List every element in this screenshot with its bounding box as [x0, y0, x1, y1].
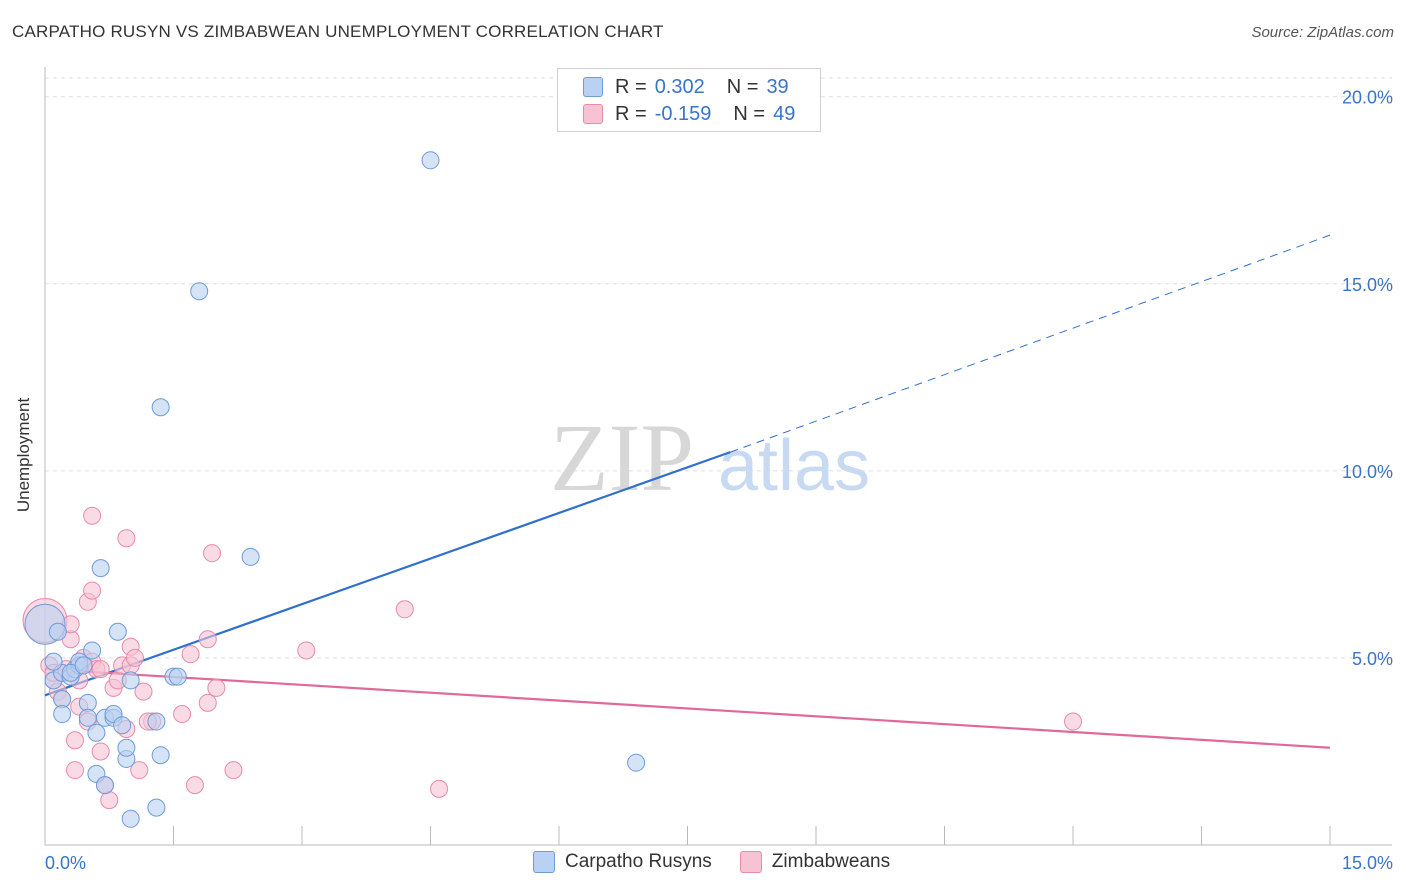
data-point-zimbabwe [181, 645, 200, 664]
data-point-zimbabwe [185, 776, 204, 795]
data-point-carpatho [241, 547, 260, 566]
legend-item-zimbabwe[interactable]: Zimbabweans [739, 851, 891, 873]
data-point-carpatho [147, 798, 166, 817]
watermark-zip: ZIP [550, 404, 694, 511]
n-label: N = [733, 102, 766, 125]
grid-lines [45, 77, 1392, 659]
data-point-zimbabwe [224, 761, 243, 780]
y-tick-label: 20.0% [1342, 88, 1393, 108]
data-point-carpatho [53, 705, 72, 724]
data-point-zimbabwe [173, 705, 192, 724]
data-point-carpatho [44, 652, 63, 671]
data-point-carpatho [87, 723, 106, 742]
data-point-zimbabwe [91, 742, 110, 761]
data-point-zimbabwe [198, 630, 217, 649]
tick-labels: 5.0% 10.0% 15.0% 20.0% 0.0% 15.0% [45, 88, 1393, 873]
legend-label: Carpatho Rusyns [565, 851, 712, 872]
pink-swatch [739, 851, 762, 873]
r-value: -0.159 [654, 102, 712, 125]
data-point-carpatho [78, 693, 97, 712]
data-point-zimbabwe [65, 731, 84, 750]
data-point-carpatho [83, 641, 102, 660]
x-tick-label: 0.0% [45, 853, 86, 873]
data-point-zimbabwe [1064, 712, 1082, 731]
data-point-carpatho [151, 746, 170, 765]
data-point-carpatho [48, 622, 67, 641]
x-tick-label: 15.0% [1342, 853, 1393, 873]
data-point-zimbabwe [430, 779, 449, 798]
legend-item-carpatho[interactable]: Carpatho Rusyns [533, 851, 712, 873]
data-point-zimbabwe [395, 600, 414, 619]
n-label: N = [726, 75, 759, 98]
axes [44, 67, 1392, 846]
n-value: 39 [766, 75, 789, 98]
data-point-zimbabwe [134, 682, 153, 701]
data-points [22, 151, 1082, 828]
data-point-zimbabwe [65, 761, 84, 780]
pink-swatch [583, 104, 603, 124]
chart-title: CARPATHO RUSYN VS ZIMBABWEAN UNEMPLOYMEN… [12, 22, 664, 41]
watermark: ZIP atlas [550, 404, 870, 511]
data-point-carpatho [627, 753, 646, 772]
r-value: 0.302 [654, 75, 705, 98]
r-label: R = [615, 102, 647, 125]
data-point-zimbabwe [297, 641, 316, 660]
trend-lines [44, 234, 1331, 749]
watermark-atlas: atlas [718, 426, 870, 506]
y-tick-label: 5.0% [1352, 649, 1393, 669]
data-point-zimbabwe [91, 660, 110, 679]
trend-line-zimbabwe [44, 668, 1331, 749]
data-point-carpatho [95, 776, 114, 795]
data-point-carpatho [117, 738, 136, 757]
data-point-zimbabwe [83, 581, 102, 600]
data-point-carpatho [91, 559, 110, 578]
data-point-carpatho [113, 716, 132, 735]
data-point-zimbabwe [207, 678, 226, 697]
data-point-carpatho [108, 622, 127, 641]
series-legend: Carpatho Rusyns Zimbabweans [533, 851, 918, 873]
data-point-carpatho [147, 712, 166, 731]
source-label: Source: ZipAtlas.com [1251, 24, 1394, 41]
legend-label: Zimbabweans [771, 851, 891, 872]
r-label: R = [615, 75, 647, 98]
data-point-zimbabwe [203, 544, 222, 563]
legend-row-zimbabwe: R = -0.159 N = 49 [583, 101, 795, 127]
trend-line-carpatho-dashed [730, 234, 1331, 453]
data-point-carpatho [78, 708, 97, 727]
data-point-carpatho [151, 398, 170, 417]
data-point-carpatho [168, 667, 187, 686]
legend-row-carpatho: R = 0.302 N = 39 [583, 74, 789, 100]
blue-swatch [583, 77, 603, 97]
data-point-zimbabwe [125, 648, 144, 667]
data-point-zimbabwe [100, 791, 119, 810]
data-point-zimbabwe [83, 506, 102, 525]
data-point-carpatho [121, 671, 140, 690]
data-point-carpatho [53, 690, 72, 709]
y-tick-label: 15.0% [1342, 275, 1393, 295]
data-point-carpatho [121, 809, 140, 828]
blue-swatch [533, 851, 555, 873]
data-point-zimbabwe [130, 761, 149, 780]
data-point-zimbabwe [198, 693, 217, 712]
trend-line-carpatho [44, 451, 731, 697]
n-value: 49 [773, 102, 796, 125]
y-tick-label: 10.0% [1342, 462, 1393, 482]
data-point-carpatho [190, 282, 209, 301]
data-point-carpatho [421, 151, 440, 170]
data-point-carpatho [74, 656, 93, 675]
data-point-zimbabwe [117, 529, 136, 548]
stats-legend: R = 0.302 N = 39 R = -0.159 N = 49 [557, 68, 821, 132]
